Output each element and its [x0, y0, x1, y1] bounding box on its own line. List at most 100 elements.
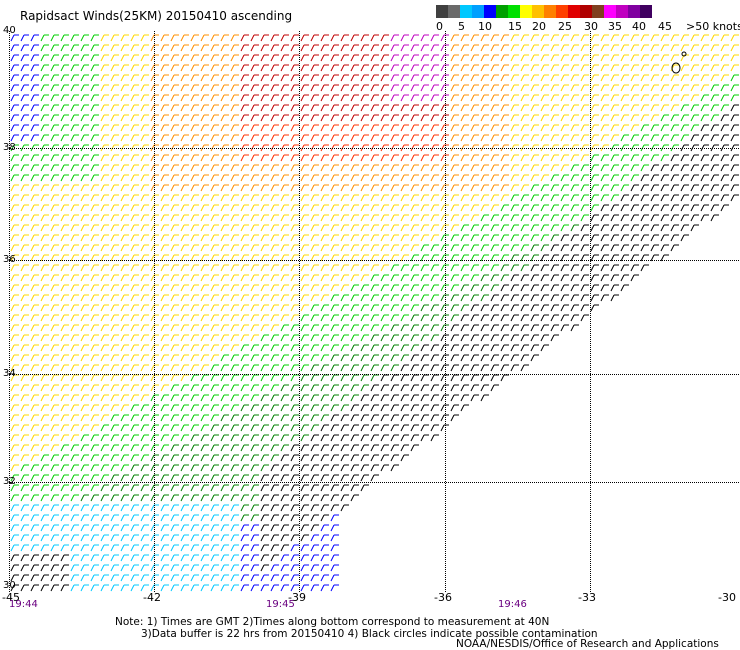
wind-barb — [210, 334, 219, 342]
wind-barb — [320, 264, 329, 272]
wind-barb — [270, 544, 279, 552]
wind-barb — [360, 184, 369, 192]
wind-barb — [160, 344, 169, 352]
scale-label: 35 — [608, 20, 622, 33]
wind-barb — [260, 444, 269, 452]
wind-barb — [550, 54, 559, 62]
wind-barb — [90, 444, 99, 452]
wind-barb — [270, 454, 279, 462]
wind-barb — [270, 324, 279, 332]
wind-barb — [120, 524, 129, 532]
wind-barb — [150, 194, 159, 202]
wind-barb — [250, 584, 259, 592]
wind-barb — [500, 44, 509, 52]
wind-barb — [380, 264, 389, 272]
wind-barb — [160, 34, 169, 42]
wind-barb — [660, 54, 669, 62]
wind-barb — [520, 284, 529, 292]
wind-barb — [340, 494, 349, 502]
wind-barb — [360, 164, 369, 172]
wind-barb — [80, 364, 89, 372]
wind-barb — [170, 324, 179, 332]
wind-barb — [250, 334, 259, 342]
wind-barb — [140, 154, 149, 162]
wind-barb — [410, 364, 419, 372]
wind-barb — [90, 424, 99, 432]
wind-barb — [160, 44, 169, 52]
lon-label: -33 — [578, 591, 596, 604]
wind-barb — [230, 424, 239, 432]
wind-barb — [20, 304, 29, 312]
wind-barb — [440, 244, 449, 252]
wind-barb — [20, 354, 29, 362]
wind-barb — [40, 294, 49, 302]
wind-barb — [570, 174, 579, 182]
wind-barb — [260, 584, 269, 592]
wind-barb — [490, 294, 499, 302]
wind-barb — [40, 394, 49, 402]
wind-barb — [440, 384, 449, 392]
wind-barb — [170, 284, 179, 292]
wind-barb — [190, 234, 199, 242]
wind-barb — [240, 394, 249, 402]
wind-barb — [50, 94, 59, 102]
wind-barb — [300, 384, 309, 392]
wind-barb — [270, 204, 279, 212]
wind-barb — [260, 304, 269, 312]
wind-barb — [170, 94, 179, 102]
wind-barb — [470, 384, 479, 392]
wind-barb — [310, 84, 319, 92]
wind-barb — [120, 474, 129, 482]
wind-barb — [100, 464, 109, 472]
wind-barb — [250, 64, 259, 72]
wind-barb — [80, 74, 89, 82]
wind-barb — [540, 184, 549, 192]
wind-barb — [140, 234, 149, 242]
wind-barb — [240, 294, 249, 302]
wind-barb — [500, 314, 509, 322]
wind-barb — [190, 44, 199, 52]
wind-barb — [130, 224, 139, 232]
wind-barb — [610, 234, 619, 242]
wind-barb — [310, 184, 319, 192]
wind-barb — [470, 194, 479, 202]
wind-barb — [90, 134, 99, 142]
wind-barb — [490, 284, 499, 292]
wind-barb — [600, 204, 609, 212]
wind-barb — [280, 444, 289, 452]
wind-barb — [390, 114, 399, 122]
wind-barb — [380, 104, 389, 112]
wind-barb — [690, 124, 699, 132]
wind-barb — [180, 444, 189, 452]
wind-barb — [80, 264, 89, 272]
wind-barb — [650, 54, 659, 62]
wind-barb — [300, 494, 309, 502]
wind-barb — [150, 484, 159, 492]
wind-barb — [510, 354, 519, 362]
wind-barb — [200, 374, 209, 382]
wind-barb — [710, 44, 719, 52]
wind-barb — [340, 274, 349, 282]
wind-barb — [120, 314, 129, 322]
wind-barb — [490, 264, 499, 272]
wind-barb — [450, 114, 459, 122]
wind-barb — [250, 164, 259, 172]
wind-barb — [450, 284, 459, 292]
wind-barb — [130, 574, 139, 582]
wind-barb — [340, 394, 349, 402]
wind-barb — [260, 264, 269, 272]
wind-barb — [670, 54, 679, 62]
wind-barb — [440, 274, 449, 282]
wind-barb — [130, 324, 139, 332]
wind-barb — [630, 34, 639, 42]
wind-barb — [700, 174, 709, 182]
wind-barb — [370, 404, 379, 412]
wind-barb — [60, 224, 69, 232]
wind-barb — [70, 224, 79, 232]
wind-barb — [120, 534, 129, 542]
wind-barb — [280, 274, 289, 282]
wind-barb — [380, 84, 389, 92]
wind-barb — [540, 154, 549, 162]
wind-barb — [100, 154, 109, 162]
wind-barb — [220, 424, 229, 432]
